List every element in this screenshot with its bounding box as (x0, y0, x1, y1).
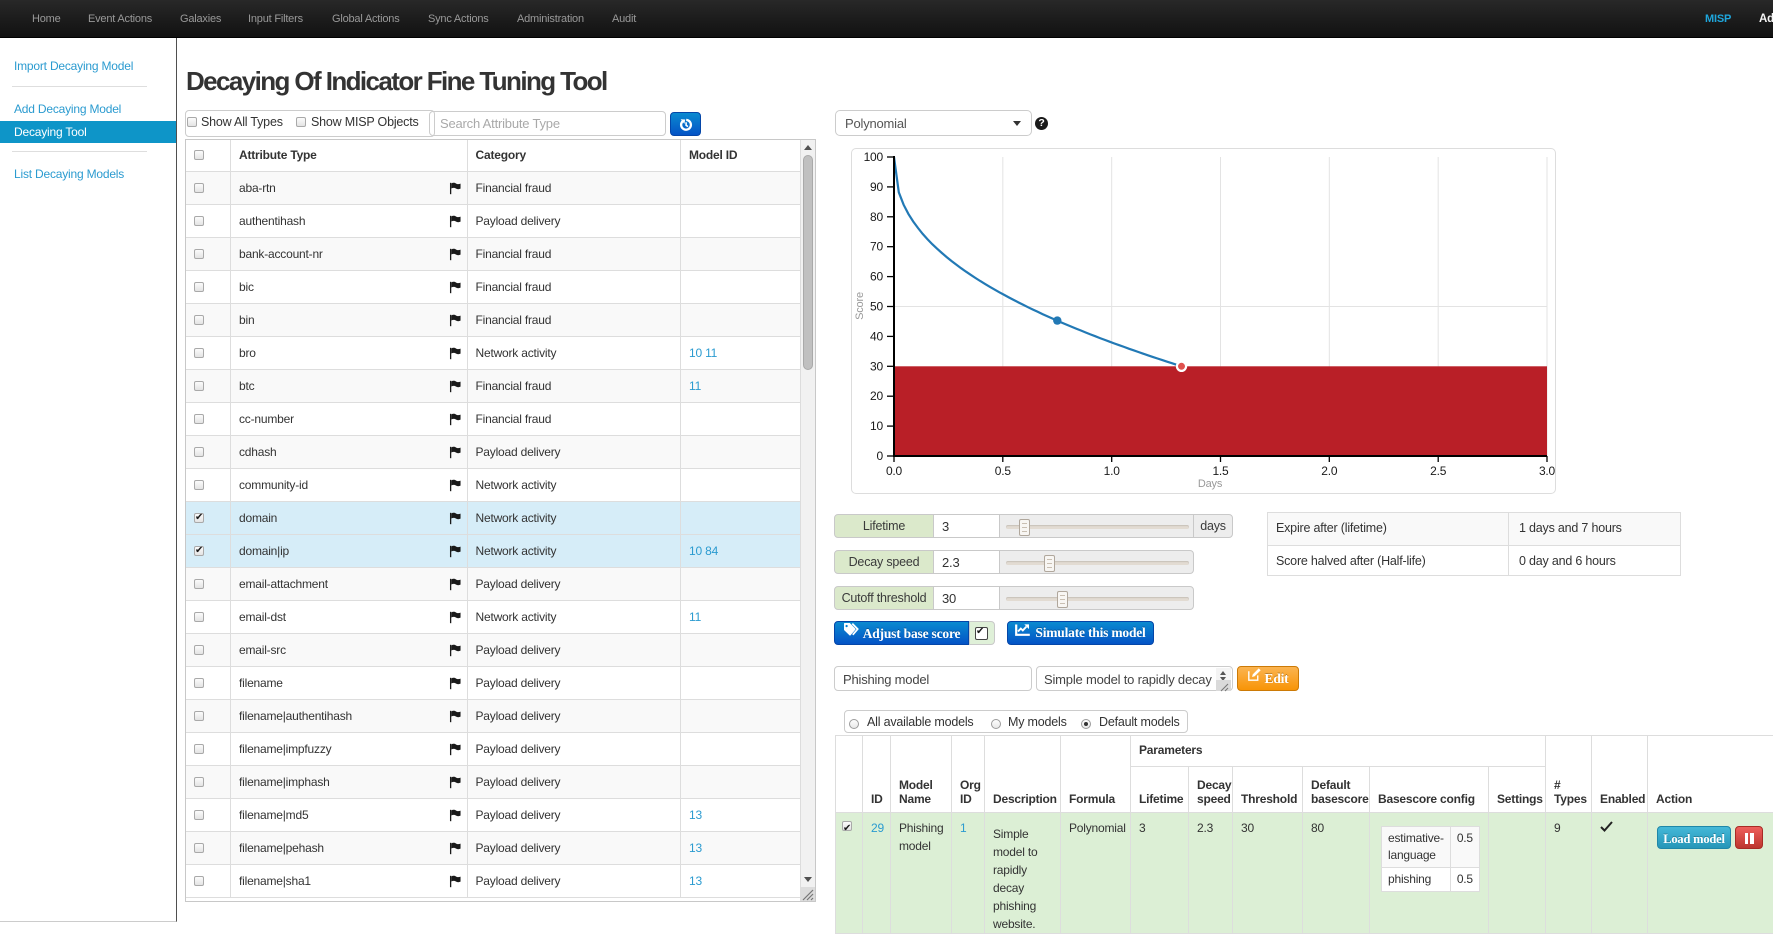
svg-text:1.0: 1.0 (1104, 464, 1121, 478)
svg-text:40: 40 (870, 329, 883, 343)
svg-text:Days: Days (1198, 478, 1223, 490)
svg-text:0.0: 0.0 (886, 464, 903, 478)
svg-text:70: 70 (870, 240, 883, 254)
svg-text:3.0: 3.0 (1539, 464, 1555, 478)
svg-text:2.0: 2.0 (1321, 464, 1338, 478)
svg-text:100: 100 (864, 150, 884, 164)
svg-text:Score: Score (854, 292, 866, 320)
svg-text:50: 50 (870, 300, 883, 314)
svg-text:10: 10 (870, 419, 883, 433)
svg-text:90: 90 (870, 180, 883, 194)
svg-text:60: 60 (870, 270, 883, 284)
svg-text:80: 80 (870, 210, 883, 224)
svg-text:0: 0 (877, 449, 884, 463)
svg-text:0.5: 0.5 (995, 464, 1012, 478)
svg-text:2.5: 2.5 (1430, 464, 1447, 478)
svg-text:1.5: 1.5 (1212, 464, 1229, 478)
svg-text:20: 20 (870, 389, 883, 403)
svg-text:30: 30 (870, 359, 883, 373)
